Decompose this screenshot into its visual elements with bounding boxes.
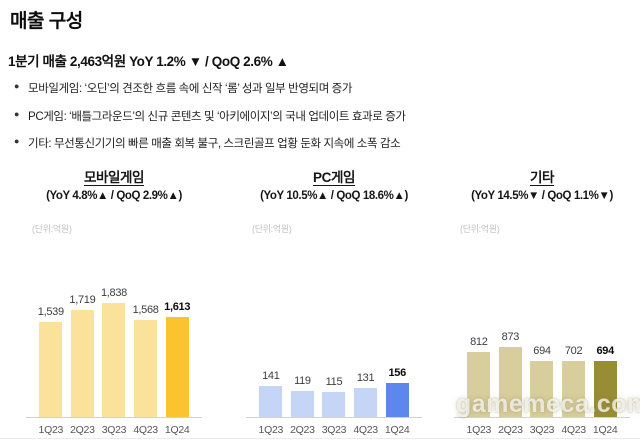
bar: [498, 347, 522, 417]
bar: [467, 352, 491, 417]
bar-value-label: 115: [325, 376, 343, 388]
bottom-divider: [0, 438, 640, 439]
bar: [165, 317, 189, 417]
bar-group: 1,613: [161, 301, 193, 417]
bar: [39, 322, 63, 417]
bullet-text: 모바일게임: ‘오딘’의 견조한 흐름 속에 신작 ‘롬’ 성과 일부 반영되며…: [28, 83, 353, 95]
x-axis-label: 1Q24: [164, 424, 190, 436]
bar: [530, 361, 554, 417]
x-axis-label: 3Q23: [529, 424, 555, 436]
bar-plot: 812 873 694 702 694: [463, 252, 621, 417]
chart-pc-games: PC게임 (YoY 10.5%▲ / QoQ 18.6%▲) (단위:억원) 1…: [244, 166, 424, 442]
chart-title: 기타: [529, 170, 555, 185]
chart-title: PC게임: [313, 170, 355, 185]
summary-bullet-list: ● 모바일게임: ‘오딘’의 견조한 흐름 속에 신작 ‘롬’ 성과 일부 반영…: [14, 80, 406, 163]
bar-value-label: 141: [262, 370, 280, 382]
bullet-dot-icon: ●: [14, 81, 20, 91]
bullet-mobile-games: ● 모바일게임: ‘오딘’의 견조한 흐름 속에 신작 ‘롬’ 성과 일부 반영…: [14, 80, 406, 96]
bar-group: 873: [495, 331, 527, 417]
chart-title: 모바일게임: [83, 170, 145, 185]
x-axis-label: 4Q23: [561, 424, 586, 436]
x-axis-labels: 1Q23 2Q23 3Q23 4Q23 1Q24: [35, 424, 193, 436]
bar-group: 702: [558, 345, 590, 417]
bar: [562, 361, 586, 417]
bar-value-label: 1,719: [69, 294, 96, 306]
bar-value-label: 1,613: [164, 301, 191, 313]
revenue-summary: 1분기 매출 2,463억원 YoY 1.2% ▼ / QoQ 2.6% ▲: [8, 54, 289, 69]
bar: [70, 310, 94, 417]
bar-value-label: 1,539: [37, 306, 64, 318]
bar-group: 119: [287, 375, 319, 417]
bar: [385, 383, 409, 417]
x-axis-line: [454, 417, 630, 418]
bar-value-label: 694: [596, 345, 614, 357]
bar-value-label: 156: [388, 367, 406, 379]
unit-label: (단위:억원): [460, 224, 500, 234]
x-axis-line: [246, 417, 422, 418]
bar-group: 694: [589, 345, 621, 417]
chart-subtitle: (YoY 10.5%▲ / QoQ 18.6%▲): [260, 190, 408, 202]
x-axis-label: 2Q23: [70, 424, 95, 436]
bar-group: 141: [255, 370, 287, 417]
bullet-text: 기타: 무선통신기기의 빠른 매출 회복 불구, 스크린골프 업황 둔화 지속에…: [28, 138, 401, 150]
chart-subtitle: (YoY 14.5%▼ / QoQ 1.1%▼): [471, 190, 613, 202]
x-axis-label: 1Q23: [466, 424, 492, 436]
bar-value-label: 873: [501, 331, 520, 343]
bar: [259, 386, 283, 417]
bar-group: 1,568: [130, 304, 162, 417]
x-axis-label: 3Q23: [101, 424, 127, 436]
bar-value-label: 702: [564, 345, 583, 357]
chart-subtitle: (YoY 4.8%▲ / QoQ 2.9%▲): [46, 190, 182, 202]
unit-label: (단위:억원): [252, 224, 292, 234]
bar-group: 115: [318, 376, 350, 417]
bullet-others: ● 기타: 무선통신기기의 빠른 매출 회복 불구, 스크린골프 업황 둔화 지…: [14, 135, 406, 151]
x-axis-labels: 1Q23 2Q23 3Q23 4Q23 1Q24: [255, 424, 413, 436]
x-axis-labels: 1Q23 2Q23 3Q23 4Q23 1Q24: [463, 424, 621, 436]
x-axis-label: 1Q24: [592, 424, 618, 436]
x-axis-label: 1Q23: [258, 424, 284, 436]
x-axis-label: 3Q23: [321, 424, 347, 436]
bar-group: 1,838: [98, 287, 130, 417]
bar: [354, 388, 378, 417]
bar: [593, 361, 617, 417]
x-axis-label: 2Q23: [498, 424, 523, 436]
bar-value-label: 131: [356, 372, 375, 384]
bar-plot: 1,539 1,719 1,838 1,568 1,613: [35, 252, 193, 417]
bullet-text: PC게임: ‘배틀그라운드’의 신규 콘텐츠 및 ‘아키에이지’의 국내 업데이…: [28, 110, 406, 123]
bar: [102, 303, 126, 417]
bar-value-label: 119: [294, 375, 311, 387]
bar-value-label: 694: [533, 345, 551, 357]
bar-value-label: 1,838: [100, 287, 127, 299]
x-axis-label: 1Q24: [384, 424, 410, 436]
x-axis-label: 4Q23: [353, 424, 378, 436]
bar: [134, 320, 158, 417]
bullet-pc-games: ● PC게임: ‘배틀그라운드’의 신규 콘텐츠 및 ‘아키에이지’의 국내 업…: [14, 108, 406, 124]
unit-label: (단위:억원): [32, 224, 72, 234]
x-axis-label: 1Q23: [38, 424, 64, 436]
bullet-dot-icon: ●: [14, 108, 20, 119]
bar: [290, 391, 314, 417]
x-axis-label: 2Q23: [290, 424, 315, 436]
bar-group: 812: [463, 336, 495, 417]
bar: [322, 392, 346, 417]
x-axis-label: 4Q23: [133, 424, 158, 436]
chart-others: 기타 (YoY 14.5%▼ / QoQ 1.1%▼) (단위:억원) 812 8…: [452, 166, 632, 442]
watermark: gamemeca.com: [456, 390, 640, 418]
bar-group: 131: [350, 372, 382, 417]
bar-value-label: 1,568: [132, 304, 159, 316]
bar-plot: 141 119 115 131 156: [255, 252, 413, 417]
chart-mobile-games: 모바일게임 (YoY 4.8%▲ / QoQ 2.9%▲) (단위:억원) 1,…: [24, 166, 204, 442]
x-axis-line: [26, 417, 202, 418]
bar-value-label: 812: [470, 336, 488, 348]
page-title: 매출 구성: [10, 11, 83, 32]
bar-group: 156: [381, 367, 413, 417]
bar-group: 694: [526, 345, 558, 417]
bar-group: 1,539: [35, 306, 67, 417]
bullet-dot-icon: ●: [14, 136, 20, 146]
bar-group: 1,719: [67, 294, 99, 417]
